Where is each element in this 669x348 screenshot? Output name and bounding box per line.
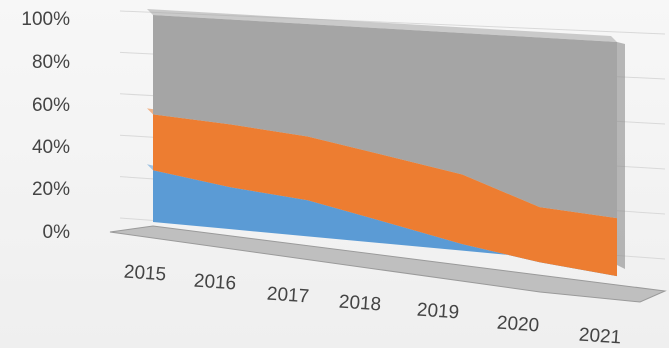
area-top-surface-2 <box>147 9 617 42</box>
x-axis-ticks: 2015 2016 2017 2018 2019 2020 2021 <box>123 262 622 348</box>
area-side-face <box>617 42 625 269</box>
x-tick-label: 2020 <box>496 313 540 337</box>
y-tick-label: 60% <box>32 95 70 116</box>
x-tick-label: 2017 <box>266 284 310 308</box>
y-axis-ticks: 0% 20% 40% 60% 80% 100% <box>21 9 70 243</box>
y-tick-label: 40% <box>32 137 70 158</box>
area-series-1 <box>153 114 617 277</box>
y-tick-label: 80% <box>32 52 70 73</box>
x-tick-label: 2019 <box>416 300 460 324</box>
x-tick-label: 2015 <box>123 262 167 286</box>
y-tick-label: 20% <box>32 179 70 200</box>
area-series-0 <box>153 170 617 277</box>
x-tick-label: 2021 <box>578 325 622 348</box>
chart-floor <box>109 225 667 303</box>
y-tick-label: 0% <box>43 222 71 243</box>
x-tick-label: 2018 <box>338 292 382 316</box>
y-tick-label: 100% <box>21 9 70 30</box>
area-series-2 <box>153 15 617 219</box>
series-areas <box>147 9 625 277</box>
x-tick-label: 2016 <box>193 271 237 295</box>
